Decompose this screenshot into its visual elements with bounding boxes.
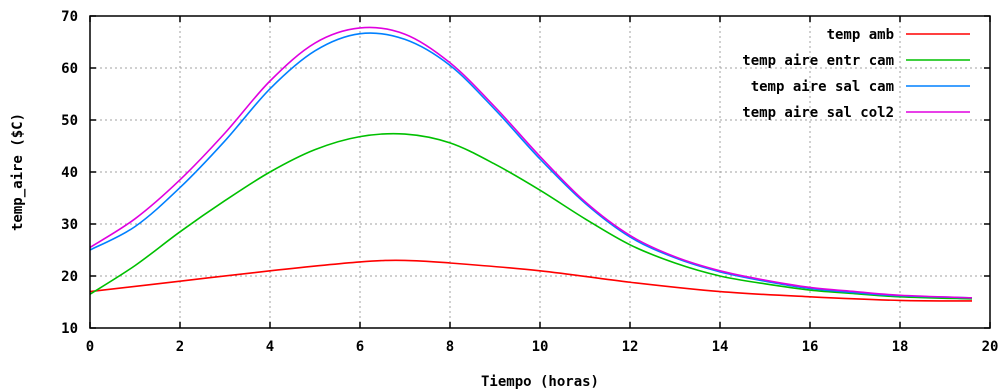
x-tick-label: 8 [446, 339, 454, 355]
grid [90, 16, 990, 328]
axis-ticks: 0 2 4 6 8 10 12 14 16 18 20 10 20 30 40 50 60 70 [61, 9, 998, 355]
x-tick-label: 2 [176, 339, 184, 355]
x-tick-label: 0 [86, 339, 94, 355]
x-tick-label: 6 [356, 339, 364, 355]
x-tick-label: 14 [712, 339, 729, 355]
series-line-temp-aire-entr-cam [89, 132, 973, 300]
y-axis-label: temp_aire ($C) [10, 113, 26, 231]
y-tick-label: 70 [61, 9, 78, 25]
y-tick-label: 50 [61, 113, 78, 129]
series-line-temp-amb [89, 259, 973, 302]
x-tick-label: 10 [532, 339, 549, 355]
y-tick-label: 30 [61, 217, 78, 233]
x-tick-label: 18 [892, 339, 909, 355]
legend-label-temp-aire-sal-col2: temp aire sal col2 [742, 105, 894, 121]
x-tick-label: 4 [266, 339, 274, 355]
legend-label-temp-amb: temp amb [827, 27, 894, 43]
x-axis-label: Tiempo (horas) [481, 374, 599, 390]
legend: temp amb temp aire entr cam temp aire sal … [742, 27, 970, 121]
series-line-temp-aire-sal-col2 [89, 26, 973, 299]
series-line-temp-aire-sal-cam [89, 32, 973, 299]
y-tick-label: 10 [61, 321, 78, 337]
y-tick-label: 60 [61, 61, 78, 77]
y-tick-label: 20 [61, 269, 78, 285]
series-lines [89, 26, 973, 302]
legend-label-temp-aire-entr-cam: temp aire entr cam [742, 53, 894, 69]
x-tick-label: 16 [802, 339, 819, 355]
legend-label-temp-aire-sal-cam: temp aire sal cam [751, 79, 894, 95]
x-tick-label: 20 [982, 339, 999, 355]
y-tick-label: 40 [61, 165, 78, 181]
x-tick-label: 12 [622, 339, 639, 355]
